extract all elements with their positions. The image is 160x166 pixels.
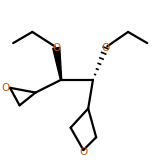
- Text: O: O: [1, 83, 9, 93]
- Text: O: O: [52, 43, 60, 53]
- Text: O: O: [79, 147, 88, 157]
- Text: O: O: [102, 43, 110, 53]
- Polygon shape: [53, 47, 62, 80]
